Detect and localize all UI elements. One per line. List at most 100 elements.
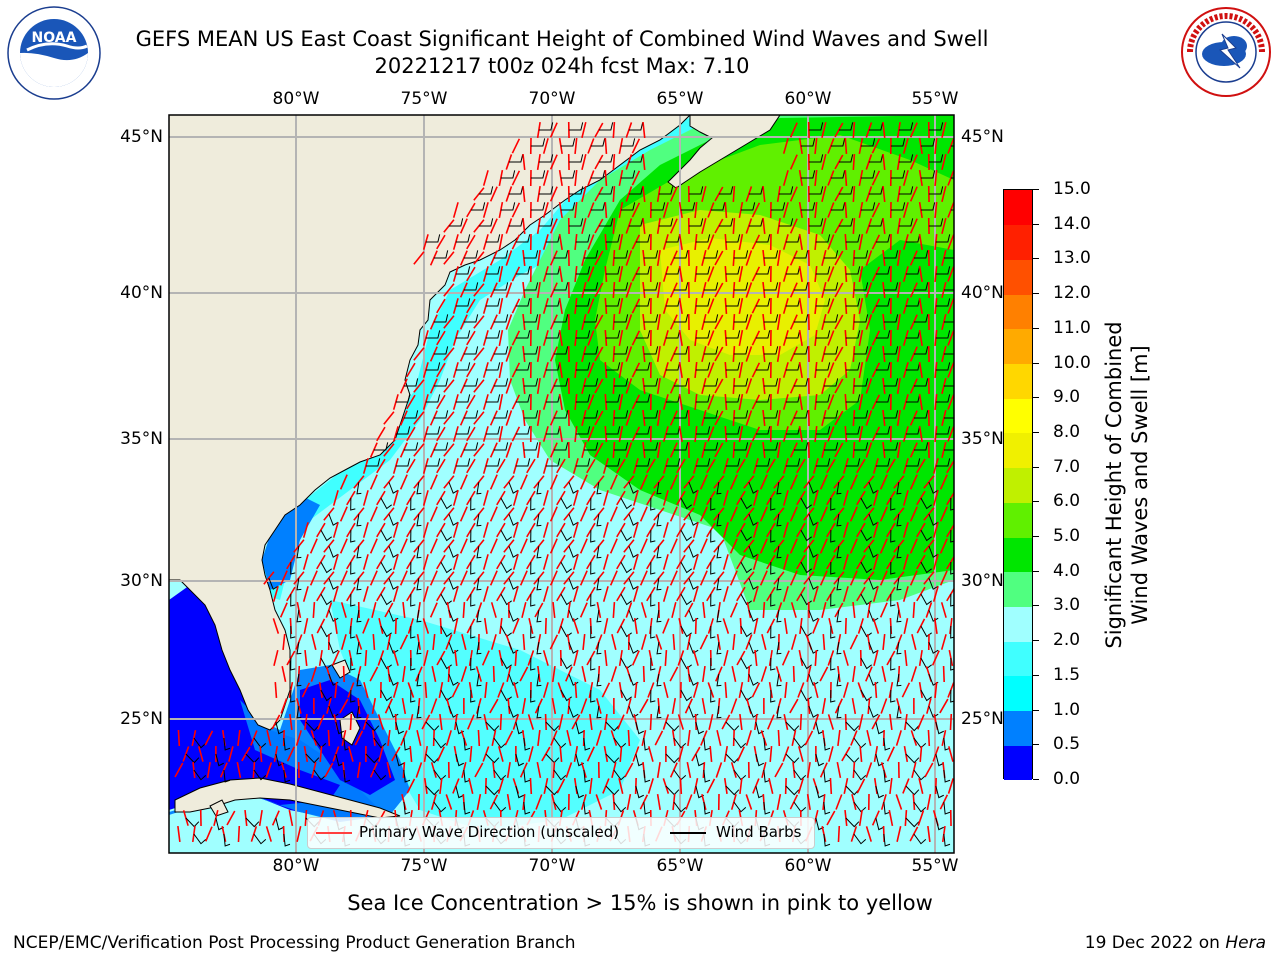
wave-direction-arrow [882,633,886,651]
wave-direction-arrow [896,441,901,459]
colorbar-segment [1004,467,1032,503]
wind-barb [575,266,591,275]
wind-barb [433,250,449,259]
wind-barb [515,298,531,307]
wind-barb [853,769,867,781]
wave-direction-arrow [558,233,563,251]
wind-barb [515,785,524,799]
wave-direction-arrow [296,826,302,842]
wave-direction-arrow [738,265,744,283]
wind-barb [476,641,482,655]
wind-barb [913,378,929,387]
wind-barb [823,769,831,783]
wave-direction-arrow [369,506,378,522]
wind-barb [836,545,842,559]
wind-barb [725,458,741,467]
wind-barb [815,753,824,767]
wind-barb [283,833,291,847]
wind-barb [680,657,692,670]
wind-barb [545,721,560,732]
wind-barb [890,657,896,671]
wave-direction-arrow [443,315,455,329]
wave-direction-arrow [909,570,918,586]
wind-barb [913,442,929,451]
wind-barb [725,753,740,764]
wave-direction-arrow [739,777,743,795]
wave-direction-arrow [879,506,888,522]
wind-barb [815,298,831,307]
wind-barb [890,625,896,639]
lat-label: 30°N [120,571,163,591]
wind-barb [836,641,842,655]
wave-direction-arrow [604,201,608,219]
wave-direction-arrow [462,601,466,619]
wind-barb [673,378,689,387]
wind-barb [560,561,572,574]
wave-direction-arrow [738,297,744,315]
wave-direction-arrow [669,506,678,522]
wind-barb [515,266,531,275]
wind-barb [538,218,554,227]
wind-barb [695,330,711,339]
wave-direction-arrow [519,666,529,682]
wave-direction-arrow [542,202,549,218]
wave-direction-arrow [789,698,799,714]
wave-direction-arrow [512,554,519,570]
wind-barb [920,170,936,179]
wind-barb [613,378,629,387]
wave-direction-arrow [738,233,744,251]
wind-barb [776,513,782,527]
wave-direction-arrow [580,698,588,714]
wave-direction-arrow [707,394,715,410]
lat-label: 30°N [961,571,1004,591]
wind-barb [470,689,476,703]
wave-direction-arrow [738,361,744,379]
wave-direction-arrow [332,522,339,538]
wave-direction-arrow [774,762,784,778]
wind-barb [913,769,927,781]
wind-barb [815,234,831,243]
wind-barb [320,689,332,702]
wave-direction-arrow [542,682,549,698]
wave-direction-arrow [301,682,311,698]
wind-and-wave-vectors [174,121,954,847]
wave-direction-arrow [443,251,455,265]
wave-direction-arrow [827,714,834,730]
wave-direction-arrow [880,698,888,714]
wave-direction-arrow [429,538,438,554]
wind-barb [356,545,362,559]
wind-barb [836,513,842,527]
wind-barb [635,785,644,799]
wave-direction-arrow [429,506,438,522]
wave-direction-arrow [295,730,302,746]
wave-direction-arrow [362,554,369,570]
wind-barb [455,458,471,467]
wind-barb [583,346,599,355]
wave-direction-arrow [662,202,669,218]
wave-direction-arrow [631,138,641,154]
wave-direction-arrow [526,458,536,474]
wind-barb [380,689,392,702]
wind-barb [545,298,561,307]
wave-direction-arrow [932,490,939,506]
wave-direction-arrow [237,825,241,843]
wave-direction-arrow [430,698,438,714]
wind-barb [476,481,482,495]
colorbar-tick [1033,640,1039,642]
wind-barb [568,641,579,654]
wave-direction-arrow [656,377,661,395]
wave-direction-arrow [672,633,676,651]
wind-barb [425,394,441,403]
wave-direction-arrow [542,586,549,602]
wind-barb [643,378,659,387]
wave-direction-arrow [947,362,954,378]
wind-barb [530,202,546,211]
wind-barb [688,545,699,558]
wave-direction-arrow [865,250,873,266]
wind-barb [403,801,411,815]
wave-direction-arrow [422,554,429,570]
wind-barb [665,753,680,764]
wave-direction-arrow [715,762,723,778]
wave-direction-arrow [587,362,595,378]
wind-barb [703,346,719,355]
